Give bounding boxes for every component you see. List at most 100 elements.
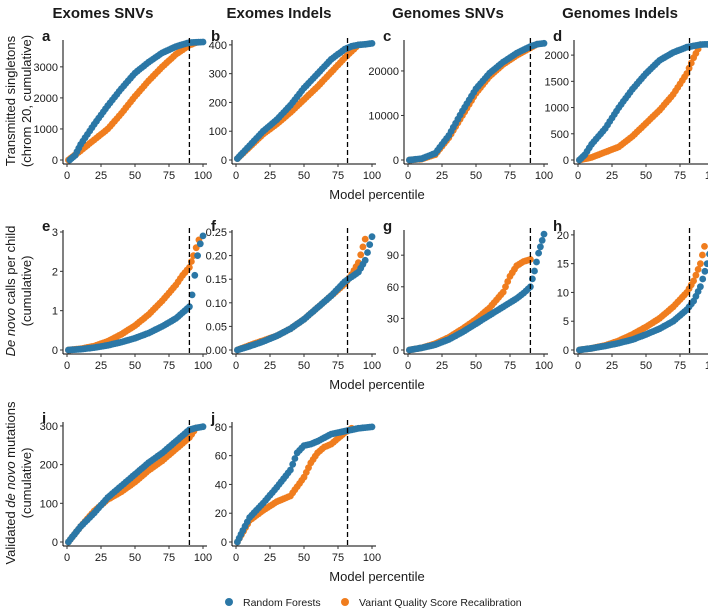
y-tick-label: 3000 <box>34 62 58 74</box>
series-random-forests <box>234 40 376 163</box>
row-label-1-line1: Transmitted singletons <box>3 35 18 166</box>
data-point <box>368 233 376 241</box>
x-tick-label: 0 <box>233 170 239 182</box>
y-tick-label: 80 <box>215 422 227 434</box>
series-random-forests <box>234 423 376 546</box>
data-point <box>690 277 697 285</box>
y-tick-label: 90 <box>387 250 399 262</box>
data-point <box>694 266 702 273</box>
data-point <box>368 423 376 431</box>
series-vqsr <box>234 424 355 546</box>
row-label-segment: mutations <box>3 401 18 461</box>
row-label-2-line1: De novo calls per child <box>3 226 18 357</box>
x-tick-label: 25 <box>436 170 448 182</box>
data-point <box>537 243 544 251</box>
x-tick-label: 100 <box>363 552 381 564</box>
legend-marker-random-forests <box>225 598 233 606</box>
x-tick-label: 75 <box>504 360 516 372</box>
panel-letter-c: c <box>383 28 391 45</box>
panel-letter-d: d <box>553 28 562 45</box>
data-point <box>357 251 365 259</box>
y-tick-label: 0 <box>563 345 569 357</box>
y-tick-label: 0.25 <box>206 227 227 239</box>
panel-g: g 0 30 60 90 0 25 50 75 100 <box>383 218 553 372</box>
x-tick-label: 0 <box>233 360 239 372</box>
x-tick-label: 50 <box>298 170 310 182</box>
series-random-forests <box>234 233 376 354</box>
column-title-genomes-snvs: Genomes SNVs <box>392 5 504 22</box>
data-point <box>692 271 700 279</box>
x-tick-label: 100 <box>535 170 553 182</box>
row-label-segment: Validated <box>3 508 18 565</box>
data-point <box>361 256 369 264</box>
x-tick-label: 0 <box>64 360 70 372</box>
y-tick-label: 1000 <box>34 124 58 136</box>
column-titles: Exomes SNVs Exomes Indels Genomes SNVs G… <box>53 5 678 22</box>
y-tick-label: 2000 <box>545 50 569 62</box>
data-point <box>538 237 546 244</box>
data-point <box>199 423 207 431</box>
column-title-exomes-snvs: Exomes SNVs <box>53 5 154 22</box>
series-vqsr <box>406 256 534 354</box>
y-tick-label: 200 <box>209 97 227 109</box>
data-point <box>364 249 371 256</box>
x-tick-label: 0 <box>405 360 411 372</box>
row-label-segment: de novo <box>3 461 18 507</box>
x-tick-label: 50 <box>640 170 652 182</box>
x-tick-label: 75 <box>332 552 344 564</box>
data-point <box>368 40 376 47</box>
series-random-forests <box>66 38 207 164</box>
x-tick-label: 75 <box>674 170 686 182</box>
data-point <box>289 460 297 468</box>
x-tick-label: 100 <box>194 552 212 564</box>
y-tick-label: 60 <box>387 282 399 294</box>
y-tick-label: 40 <box>215 479 227 491</box>
legend-label-vqsr: Variant Quality Score Recalibration <box>359 597 522 609</box>
data-point <box>194 252 202 259</box>
x-tick-label: 75 <box>504 170 516 182</box>
panel-d: d 0 500 1000 1500 2000 0 25 50 75 100 <box>545 28 708 182</box>
panel-e: e 0 1 2 3 0 25 50 75 100 <box>42 218 212 372</box>
y-tick-label: 300 <box>40 421 58 433</box>
row-label-segment: (chrom 20, cumulative) <box>19 35 34 167</box>
x-tick-label: 25 <box>264 360 276 372</box>
panel-i: i 0 100 200 300 0 25 50 75 100 <box>40 410 213 564</box>
series-random-forests <box>576 41 708 164</box>
x-tick-label: 100 <box>194 360 212 372</box>
x-tick-label: 50 <box>129 170 141 182</box>
y-tick-label: 3 <box>52 227 58 239</box>
y-tick-label: 0 <box>393 155 399 167</box>
panel-h: h 0 5 10 15 20 0 25 50 75 100 <box>553 218 708 372</box>
row-label-segment: Transmitted singletons <box>3 35 18 166</box>
data-point <box>540 230 548 238</box>
legend-marker-vqsr <box>341 598 349 606</box>
y-tick-label: 0 <box>52 537 58 549</box>
panel-letter-g: g <box>383 218 392 235</box>
y-tick-label: 500 <box>551 129 569 141</box>
data-point <box>359 243 367 251</box>
x-tick-label: 0 <box>405 170 411 182</box>
data-point <box>191 271 199 279</box>
x-tick-label: 75 <box>163 170 175 182</box>
y-tick-label: 400 <box>209 40 227 52</box>
x-tick-label: 100 <box>535 360 553 372</box>
data-point <box>535 249 542 257</box>
data-point <box>685 64 693 72</box>
series-vqsr <box>406 40 541 164</box>
row-label-1-line2: (chrom 20, cumulative) <box>19 35 34 167</box>
panel-letter-f: f <box>211 218 217 235</box>
data-point <box>499 288 507 296</box>
x-tick-label: 25 <box>95 360 107 372</box>
x-tick-label: 100 <box>363 360 381 372</box>
x-axis-label-row3: Model percentile <box>329 569 424 584</box>
y-tick-label: 5 <box>563 316 569 328</box>
data-point <box>366 241 374 249</box>
legend: Random Forests Variant Quality Score Rec… <box>225 597 522 609</box>
series-random-forests <box>406 230 548 354</box>
data-point <box>196 240 204 248</box>
y-tick-label: 0.15 <box>206 274 227 286</box>
row-label-segment: De novo <box>3 308 18 356</box>
y-tick-label: 1000 <box>545 103 569 115</box>
